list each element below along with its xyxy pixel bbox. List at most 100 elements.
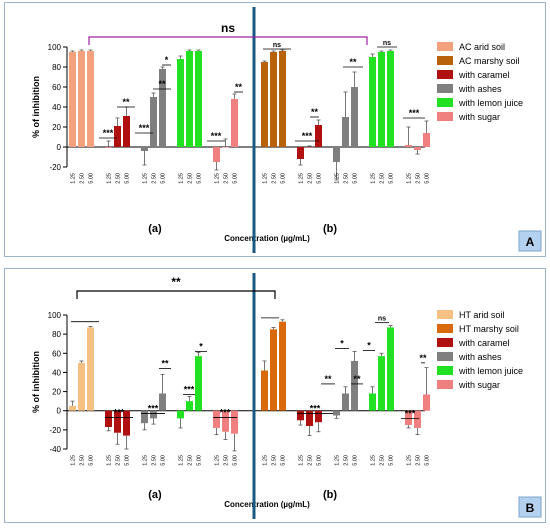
x-tick-label: 5.00 xyxy=(161,173,167,184)
y-tick-label: 80 xyxy=(52,63,61,72)
bar xyxy=(351,87,358,147)
bar xyxy=(351,360,358,411)
bar xyxy=(213,410,220,428)
legend-swatch xyxy=(437,310,453,319)
significance-label: ** xyxy=(324,374,332,384)
y-tick-label: 60 xyxy=(52,83,61,92)
x-tick-label: 1.25 xyxy=(107,455,113,466)
y-tick-label: 20 xyxy=(52,123,61,132)
significance-label: ns xyxy=(273,42,281,49)
bar xyxy=(261,62,268,147)
significance-label: ** xyxy=(311,107,319,117)
legend-label: with caramel xyxy=(458,338,510,348)
legend-swatch xyxy=(437,84,453,93)
bar xyxy=(114,126,121,147)
x-tick-label: 5.00 xyxy=(125,173,131,184)
x-tick-label: 2.50 xyxy=(80,455,86,466)
y-tick-label: 60 xyxy=(52,349,61,358)
x-tick-label: 2.50 xyxy=(344,455,350,466)
significance-label: ** xyxy=(349,57,357,67)
bar xyxy=(69,405,76,411)
x-tick-label: 2.50 xyxy=(272,173,278,184)
bar xyxy=(195,51,202,147)
x-tick-label: 1.25 xyxy=(263,173,269,184)
bar xyxy=(405,410,412,426)
legend-swatch xyxy=(437,70,453,79)
x-tick-label: 1.25 xyxy=(143,455,149,466)
legend-label: with ashes xyxy=(458,352,502,362)
significance-label: *** xyxy=(184,384,195,394)
bar xyxy=(369,393,376,411)
bar xyxy=(279,321,286,411)
panel-label-box xyxy=(518,496,542,518)
legend-swatch xyxy=(437,98,453,107)
y-tick-label: 40 xyxy=(52,368,61,377)
significance-label: * xyxy=(199,341,203,351)
bar xyxy=(315,125,322,147)
legend-label: with caramel xyxy=(458,70,510,80)
y-tick-label: 80 xyxy=(52,330,61,339)
x-tick-label: 5.00 xyxy=(389,455,395,466)
legend-label: with sugar xyxy=(458,380,500,390)
legend-swatch xyxy=(437,352,453,361)
legend-swatch xyxy=(437,324,453,333)
bar xyxy=(177,410,184,419)
x-tick-label: 2.50 xyxy=(416,173,422,184)
significance-label: ** xyxy=(122,97,130,107)
significance-label: ** xyxy=(235,82,243,92)
bar xyxy=(270,52,277,147)
x-tick-label: 5.00 xyxy=(89,173,95,184)
x-tick-label: 5.00 xyxy=(281,173,287,184)
bar xyxy=(306,147,313,148)
x-tick-label: 1.25 xyxy=(71,455,77,466)
x-tick-label: 1.25 xyxy=(71,173,77,184)
significance-label: *** xyxy=(220,407,231,417)
x-tick-label: 5.00 xyxy=(197,173,203,184)
bar xyxy=(159,69,166,147)
x-tick-label: 1.25 xyxy=(143,173,149,184)
x-axis-label: Concentration (µg/mL) xyxy=(224,500,310,509)
significance-label: *** xyxy=(114,407,125,417)
bar xyxy=(333,147,340,162)
significance-label: ** xyxy=(158,79,166,89)
x-tick-label: 1.25 xyxy=(215,455,221,466)
significance-label: * xyxy=(165,55,169,65)
bar xyxy=(150,410,157,419)
bar xyxy=(177,59,184,147)
significance-label: * xyxy=(367,340,371,350)
bar xyxy=(270,329,277,411)
bar xyxy=(378,356,385,411)
x-tick-label: 2.50 xyxy=(80,173,86,184)
bar xyxy=(123,116,130,147)
x-tick-label: 2.50 xyxy=(116,455,122,466)
legend-swatch xyxy=(437,338,453,347)
y-tick-label: 100 xyxy=(48,43,62,52)
bar xyxy=(231,410,238,434)
bar xyxy=(342,117,349,147)
bar xyxy=(222,410,229,432)
significance-label: *** xyxy=(405,408,416,418)
bar xyxy=(369,57,376,147)
bar xyxy=(333,410,340,416)
bar xyxy=(78,362,85,411)
x-tick-label: 1.25 xyxy=(371,455,377,466)
x-tick-label: 5.00 xyxy=(125,455,131,466)
y-tick-label: 0 xyxy=(57,143,62,152)
x-tick-label: 2.50 xyxy=(416,455,422,466)
significance-label: *** xyxy=(409,108,420,118)
bar xyxy=(186,401,193,411)
panel-label: A xyxy=(526,235,535,249)
x-tick-label: 5.00 xyxy=(233,455,239,466)
x-tick-label: 5.00 xyxy=(425,455,431,466)
bar xyxy=(222,147,229,148)
bar xyxy=(231,99,238,147)
significance-label: * xyxy=(340,339,344,349)
y-axis-label: % of inhibition xyxy=(31,76,41,138)
top-bracket-label: ** xyxy=(171,275,181,289)
legend-swatch xyxy=(437,42,453,51)
bar xyxy=(150,97,157,147)
x-tick-label: 2.50 xyxy=(380,455,386,466)
x-tick-label: 5.00 xyxy=(389,173,395,184)
